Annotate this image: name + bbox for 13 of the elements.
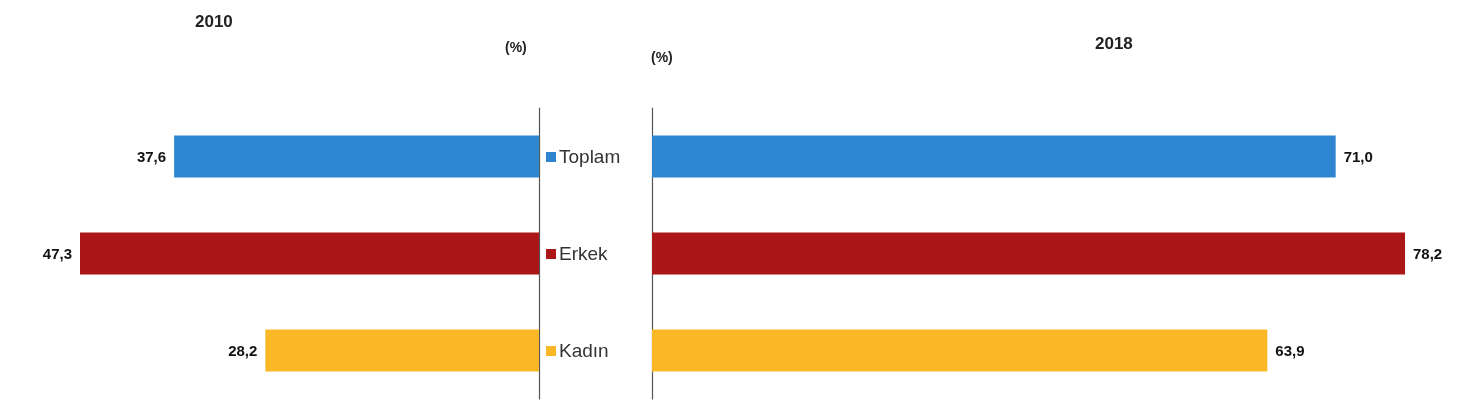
x-axis-title: (%) <box>651 49 673 65</box>
chart-title: 2010 <box>195 12 233 31</box>
data-label: 78,2 <box>1413 245 1443 262</box>
y-tick-label: Kadın <box>559 340 609 361</box>
data-label: 71,0 <box>1343 148 1373 165</box>
data-label: 47,3 <box>42 245 72 262</box>
y-tick-label: Toplam <box>559 146 621 167</box>
data-label: 28,2 <box>228 342 258 359</box>
data-label: 63,9 <box>1275 342 1305 359</box>
x-axis-title: (%) <box>505 39 527 55</box>
data-label: 37,6 <box>136 148 167 165</box>
chart-title: 2018 <box>1095 34 1133 53</box>
y-tick-label: Erkek <box>559 243 609 264</box>
